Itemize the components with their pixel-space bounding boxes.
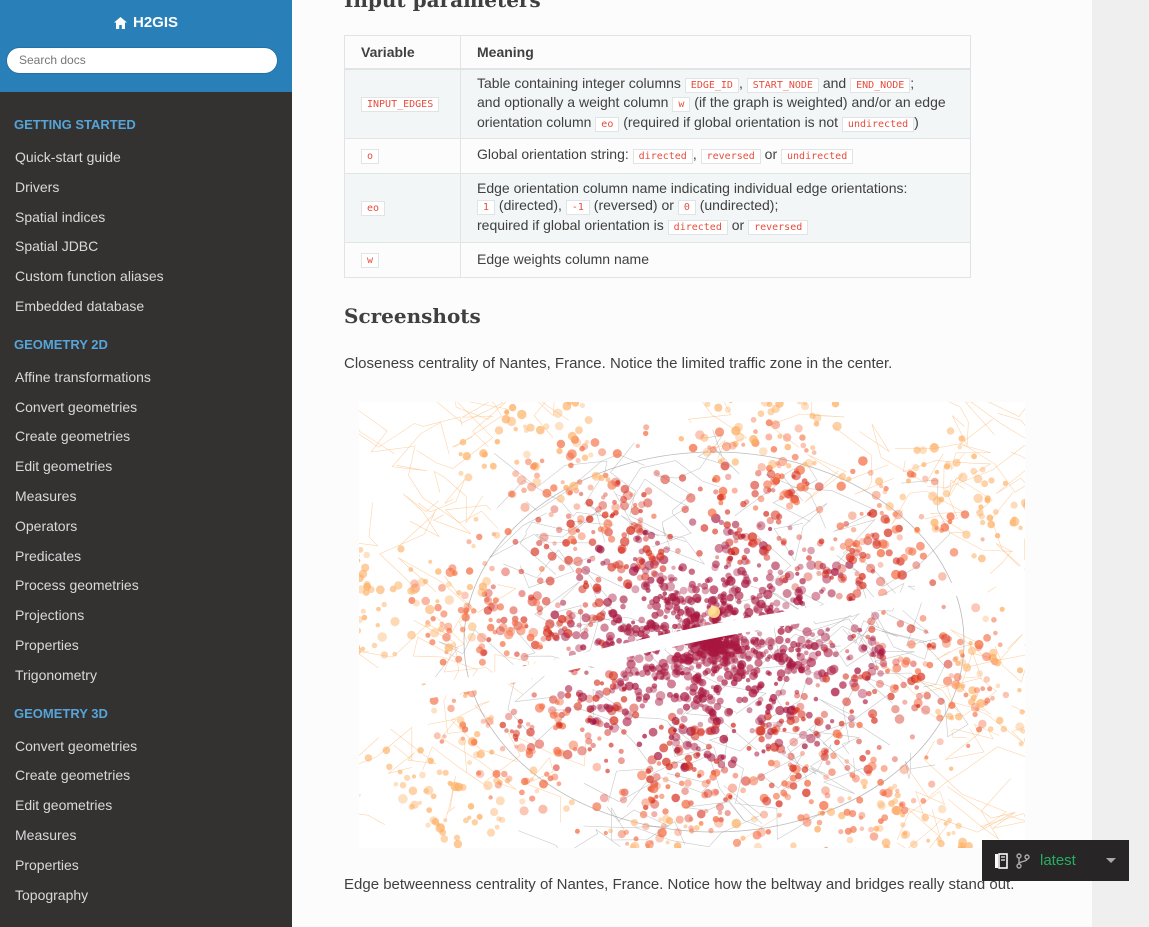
- variable-code: w: [361, 253, 380, 269]
- sidebar: H2GIS GETTING STARTED Quick-start guide Dr…: [0, 0, 292, 927]
- variable-code: eo: [361, 201, 386, 217]
- version-label: latest: [1040, 852, 1076, 869]
- right-gutter: [1092, 0, 1149, 927]
- sidebar-item[interactable]: Properties: [15, 636, 79, 653]
- sidebar-item[interactable]: Quick-start guide: [15, 149, 121, 165]
- nav-caption: GEOMETRY 2D: [14, 336, 108, 352]
- search-input[interactable]: [6, 46, 278, 74]
- sidebar-item[interactable]: Drivers: [15, 178, 60, 195]
- sidebar-item[interactable]: Convert geometries: [15, 737, 138, 754]
- sidebar-item[interactable]: Create geometries: [15, 767, 131, 784]
- input-parameters-heading: Input parameters: [344, 0, 541, 12]
- book-icon: [994, 852, 1008, 869]
- nav-caption: GEOMETRY 3D: [14, 705, 108, 721]
- caret-down-icon: [1105, 857, 1117, 865]
- table-row: o Global orientation string: directed, r…: [344, 138, 971, 174]
- brand-label: H2GIS: [132, 14, 178, 31]
- table-header-variable: Variable: [344, 35, 461, 70]
- nav-section: GEOMETRY 2D Affine transformations Convert…: [0, 327, 292, 691]
- table-row: w Edge weights column name: [344, 242, 971, 278]
- nav-caption: GETTING STARTED: [14, 117, 136, 132]
- parameters-table: Variable Meaning INPUT_EDGES Table conta…: [344, 35, 971, 278]
- sidebar-item[interactable]: Spatial JDBC: [15, 238, 99, 255]
- sidebar-item[interactable]: Spatial indices: [15, 208, 106, 225]
- sidebar-item[interactable]: Embedded database: [15, 297, 145, 314]
- nav-section: GEOMETRY 3D Convert geometries Create geom…: [0, 696, 292, 911]
- table-header-row: Variable Meaning: [344, 35, 971, 70]
- sidebar-item[interactable]: Edit geometries: [15, 797, 113, 814]
- sidebar-item[interactable]: Affine transformations: [15, 368, 151, 385]
- table-row: INPUT_EDGES Table containing integer col…: [344, 68, 971, 139]
- brand-link[interactable]: H2GIS: [113, 14, 178, 31]
- meaning-cell: Global orientation string: directed, rev…: [460, 138, 971, 174]
- sidebar-item[interactable]: Properties: [15, 856, 79, 873]
- table-header-meaning: Meaning: [460, 35, 971, 70]
- sidebar-item[interactable]: Measures: [15, 487, 77, 504]
- home-icon: [113, 16, 127, 29]
- sidebar-item[interactable]: Process geometries: [15, 577, 139, 594]
- sidebar-item[interactable]: Predicates: [15, 547, 82, 564]
- search-wrap: [6, 46, 278, 74]
- sidebar-item[interactable]: Custom function aliases: [15, 268, 164, 285]
- sidebar-header: H2GIS: [0, 0, 292, 92]
- nav-section: GETTING STARTED Quick-start guide Drivers S…: [0, 107, 292, 322]
- betweenness-caption: Edge betweenness centrality of Nantes, F…: [344, 876, 1015, 893]
- sidebar-item[interactable]: Convert geometries: [15, 398, 138, 415]
- sidebar-item[interactable]: Topography: [15, 886, 89, 903]
- meaning-cell: Edge orientation column name indicating …: [460, 173, 971, 243]
- screenshots-heading: Screenshots: [344, 304, 481, 328]
- sidebar-item[interactable]: Measures: [15, 826, 77, 843]
- sidebar-nav: GETTING STARTED Quick-start guide Drivers S…: [0, 92, 292, 910]
- sidebar-item[interactable]: Create geometries: [15, 428, 131, 445]
- sidebar-item[interactable]: Projections: [15, 607, 85, 624]
- variable-code: o: [361, 149, 380, 165]
- sidebar-item[interactable]: Operators: [15, 517, 78, 534]
- closeness-caption: Closeness centrality of Nantes, France. …: [344, 355, 893, 372]
- meaning-cell: Table containing integer columns EDGE_ID…: [460, 68, 971, 139]
- version-selector[interactable]: latest: [982, 840, 1129, 881]
- sidebar-item[interactable]: Trigonometry: [15, 666, 97, 683]
- meaning-cell: Edge weights column name: [460, 242, 971, 278]
- table-row: eo Edge orientation column name indicati…: [344, 173, 971, 243]
- main-content: Input parameters Variable Meaning INPUT_…: [292, 0, 1092, 927]
- variable-code: INPUT_EDGES: [361, 97, 440, 112]
- sidebar-item[interactable]: Edit geometries: [15, 458, 113, 475]
- map-svg: [359, 402, 1025, 848]
- branch-icon: [1016, 852, 1030, 869]
- closeness-centrality-map-image: [359, 402, 1025, 848]
